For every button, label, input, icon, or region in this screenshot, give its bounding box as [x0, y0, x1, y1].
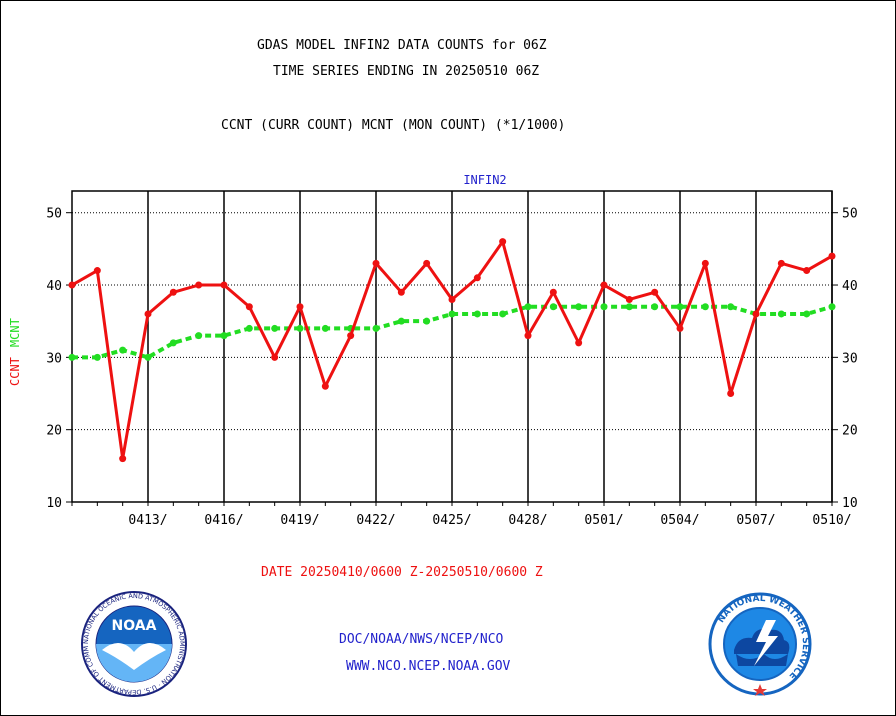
ccnt-data-point [600, 281, 608, 289]
ccnt-data-point [625, 295, 633, 303]
ccnt-data-point [803, 267, 811, 275]
ccnt-data-point [296, 303, 304, 311]
y-axis-label-mcnt: MCNT [8, 318, 22, 347]
mcnt-data-point [296, 324, 304, 332]
ccnt-data-point [397, 288, 405, 296]
y-tick-label-left: 30 [46, 351, 62, 366]
ccnt-data-point [245, 303, 253, 311]
mcnt-data-point [777, 310, 785, 318]
mcnt-data-point [473, 310, 481, 318]
ccnt-data-point [372, 259, 380, 267]
ccnt-data-point [347, 332, 355, 340]
mcnt-data-point [119, 346, 127, 354]
ccnt-data-point [93, 267, 101, 275]
axes-layer [66, 190, 838, 506]
ccnt-data-point [220, 281, 228, 289]
labels-layer: 10 10 20 20 30 30 40 40 50 50 0413/0416/0419/0422/… [8, 173, 858, 528]
ccnt-data-point [524, 332, 532, 340]
ccnt-data-point [676, 324, 684, 332]
x-tick-label: 0425/ [432, 513, 471, 528]
ccnt-data-point [777, 259, 785, 267]
chart-legend-line: CCNT (CURR COUNT) MCNT (MON COUNT) (*1/1… [221, 118, 566, 133]
x-tick-label: 0416/ [204, 513, 243, 528]
y-tick-label-right: 10 [842, 496, 858, 511]
plot-area-border [71, 190, 833, 503]
mcnt-data-point [701, 303, 709, 311]
mcnt-data-point [423, 317, 431, 325]
mcnt-data-point [625, 303, 633, 311]
ccnt-data-point [144, 310, 152, 318]
y-tick-label-right: 40 [842, 279, 858, 294]
mcnt-data-point [575, 303, 583, 311]
y-tick-label-left: 50 [46, 207, 62, 222]
x-tick-label: 0419/ [280, 513, 319, 528]
y-tick-label-right: 30 [842, 351, 858, 366]
y-tick-label-left: 10 [46, 496, 62, 511]
grid-layer [72, 191, 833, 502]
series-layer [68, 238, 836, 463]
mcnt-data-point [600, 303, 608, 311]
mcnt-data-point [68, 353, 76, 361]
ccnt-data-point [752, 310, 760, 318]
ccnt-data-point [169, 288, 177, 296]
plot-title: INFIN2 [463, 173, 506, 187]
noaa-logo-icon: NOAA NATIONAL OCEANIC AND ATMOSPHERIC AD… [80, 590, 187, 697]
ccnt-data-point [549, 288, 557, 296]
mcnt-data-point [651, 303, 659, 311]
mcnt-data-point [803, 310, 811, 318]
ccnt-data-point [701, 259, 709, 267]
mcnt-data-point [144, 353, 152, 361]
ccnt-data-point [119, 455, 127, 463]
ccnt-data-point [473, 274, 481, 282]
mcnt-data-point [169, 339, 177, 347]
mcnt-data-point [397, 317, 405, 325]
chart-title-line1: GDAS MODEL INFIN2 DATA COUNTS for 06Z [257, 38, 547, 53]
mcnt-data-point [321, 324, 329, 332]
ccnt-data-point [271, 353, 279, 361]
y-tick-label-right: 50 [842, 207, 858, 222]
y-tick-label-left: 20 [46, 424, 62, 439]
x-tick-label: 0428/ [508, 513, 547, 528]
ccnt-data-point [499, 238, 507, 246]
x-tick-label: 0501/ [584, 513, 623, 528]
chart-title-line2: TIME SERIES ENDING IN 20250510 06Z [273, 64, 540, 79]
x-tick-label: 0504/ [660, 513, 699, 528]
website-link[interactable]: WWW.NCO.NCEP.NOAA.GOV [346, 659, 511, 674]
y-axis-label-ccnt: CCNT [8, 357, 22, 386]
mcnt-data-point [220, 332, 228, 340]
x-tick-label: 0510/ [812, 513, 851, 528]
mcnt-data-point [828, 303, 836, 311]
ccnt-data-point [575, 339, 583, 347]
x-tick-label: 0413/ [128, 513, 167, 528]
line-chart: 10 10 20 20 30 30 40 40 50 50 0413/0416/0419/0422/… [8, 173, 858, 528]
x-tick-label: 0507/ [736, 513, 775, 528]
mcnt-data-point [549, 303, 557, 311]
ccnt-data-point [423, 259, 431, 267]
ccnt-data-point [448, 295, 456, 303]
mcnt-data-point [195, 332, 203, 340]
ccnt-data-point [727, 390, 735, 398]
y-axis-label: CCNT MCNT [8, 318, 22, 386]
ccnt-data-point [828, 252, 836, 260]
date-range-label: DATE 20250410/0600 Z-20250510/0600 Z [261, 565, 543, 580]
mcnt-data-point [245, 324, 253, 332]
noaa-logo-text: NOAA [112, 618, 157, 634]
mcnt-data-point [93, 353, 101, 361]
mcnt-data-point [499, 310, 507, 318]
mcnt-data-point [727, 303, 735, 311]
mcnt-data-point [676, 303, 684, 311]
nws-logo-icon: NATIONAL WEATHER SERVICE [708, 592, 812, 696]
org-label: DOC/NOAA/NWS/NCEP/NCO [339, 632, 504, 647]
y-tick-label-right: 20 [842, 424, 858, 439]
mcnt-data-point [271, 324, 279, 332]
ccnt-data-point [651, 288, 659, 296]
x-tick-label: 0422/ [356, 513, 395, 528]
mcnt-data-point [524, 303, 532, 311]
mcnt-data-point [448, 310, 456, 318]
mcnt-data-point [372, 324, 380, 332]
y-tick-label-left: 40 [46, 279, 62, 294]
ccnt-data-point [68, 281, 76, 289]
ccnt-data-point [321, 382, 329, 390]
ccnt-data-point [195, 281, 203, 289]
